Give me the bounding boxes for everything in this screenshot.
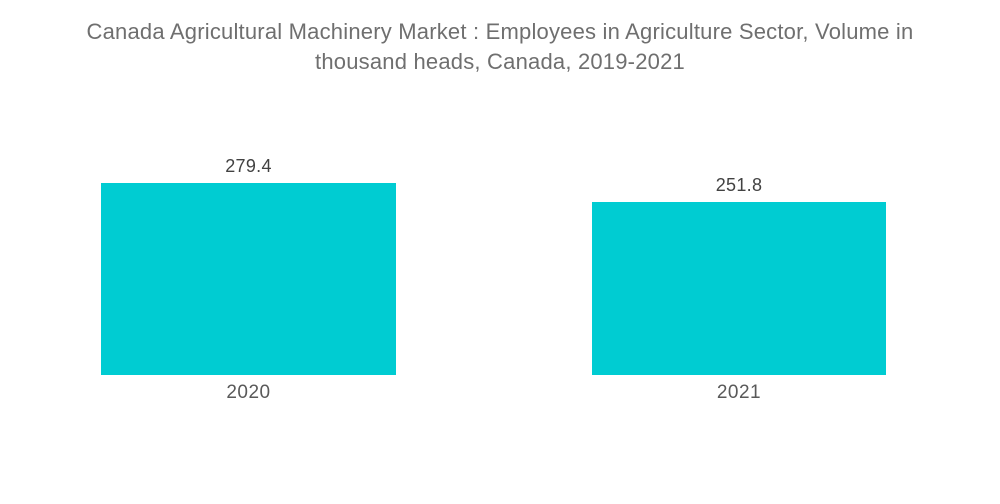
bar-group-2020: 279.4 [101,135,396,375]
bar-group-2021: 251.8 [592,135,886,375]
x-axis: 2020 2021 [0,382,1000,408]
x-tick-label-2021: 2021 [716,382,762,403]
x-tick-label-2020: 2020 [226,382,271,403]
bar-2020 [101,183,396,375]
value-label-2021: 251.8 [715,175,763,196]
chart-title: Canada Agricultural Machinery Market : E… [86,19,914,74]
value-label-2020: 279.4 [225,156,272,177]
plot-area: 279.4 251.8 [0,135,1000,375]
bar-2021 [592,202,886,375]
